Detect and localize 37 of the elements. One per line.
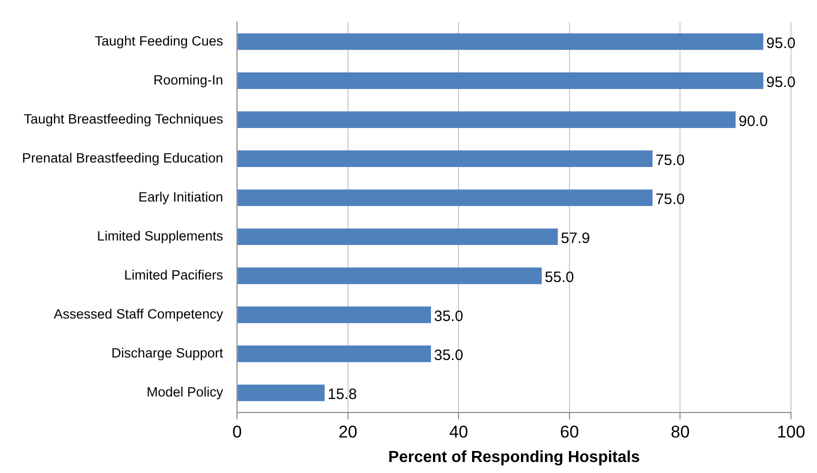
data-label: 57.9	[560, 230, 590, 247]
bar	[238, 268, 542, 284]
data-label: 75.0	[656, 190, 685, 208]
bar	[238, 189, 653, 206]
x-tick-label: 80	[670, 422, 690, 442]
x-tick-label: 0	[232, 422, 242, 442]
bar	[238, 228, 558, 246]
x-axis-title: Percent of Responding Hospitals	[388, 448, 640, 466]
bar	[238, 384, 325, 402]
bar	[238, 111, 736, 128]
x-tick-label: 60	[560, 422, 579, 442]
y-tick-label: Assessed Staff Competency	[54, 306, 224, 322]
y-tick-label: Limited Supplements	[97, 228, 224, 244]
data-label: 95.0	[766, 74, 796, 91]
bar	[238, 346, 431, 362]
bar	[238, 72, 764, 89]
x-tick-label: 100	[776, 422, 806, 442]
bar	[238, 306, 431, 324]
data-label: 35.0	[434, 346, 464, 364]
data-label: 90.0	[738, 112, 768, 130]
x-tick-label: 40	[449, 422, 468, 442]
y-tick-label: Model Policy	[146, 384, 224, 400]
y-tick-label: Early Initiation	[138, 189, 224, 204]
y-tick-label: Limited Pacifiers	[124, 268, 224, 283]
y-tick-label: Taught Feeding Cues	[94, 33, 224, 48]
data-label: 15.8	[328, 386, 357, 404]
y-tick-label: Taught Breastfeeding Techniques	[24, 111, 224, 126]
data-label: 35.0	[434, 308, 464, 325]
data-label: 75.0	[656, 152, 685, 169]
bar	[238, 33, 764, 50]
y-tick-label: Rooming-In	[153, 72, 224, 88]
data-label: 55.0	[544, 268, 574, 286]
bar	[238, 150, 653, 167]
data-label: 95.0	[766, 34, 796, 52]
x-tick-label: 20	[338, 422, 358, 442]
y-tick-label: Prenatal Breastfeeding Education	[22, 150, 224, 166]
y-tick-label: Discharge Support	[111, 346, 224, 361]
